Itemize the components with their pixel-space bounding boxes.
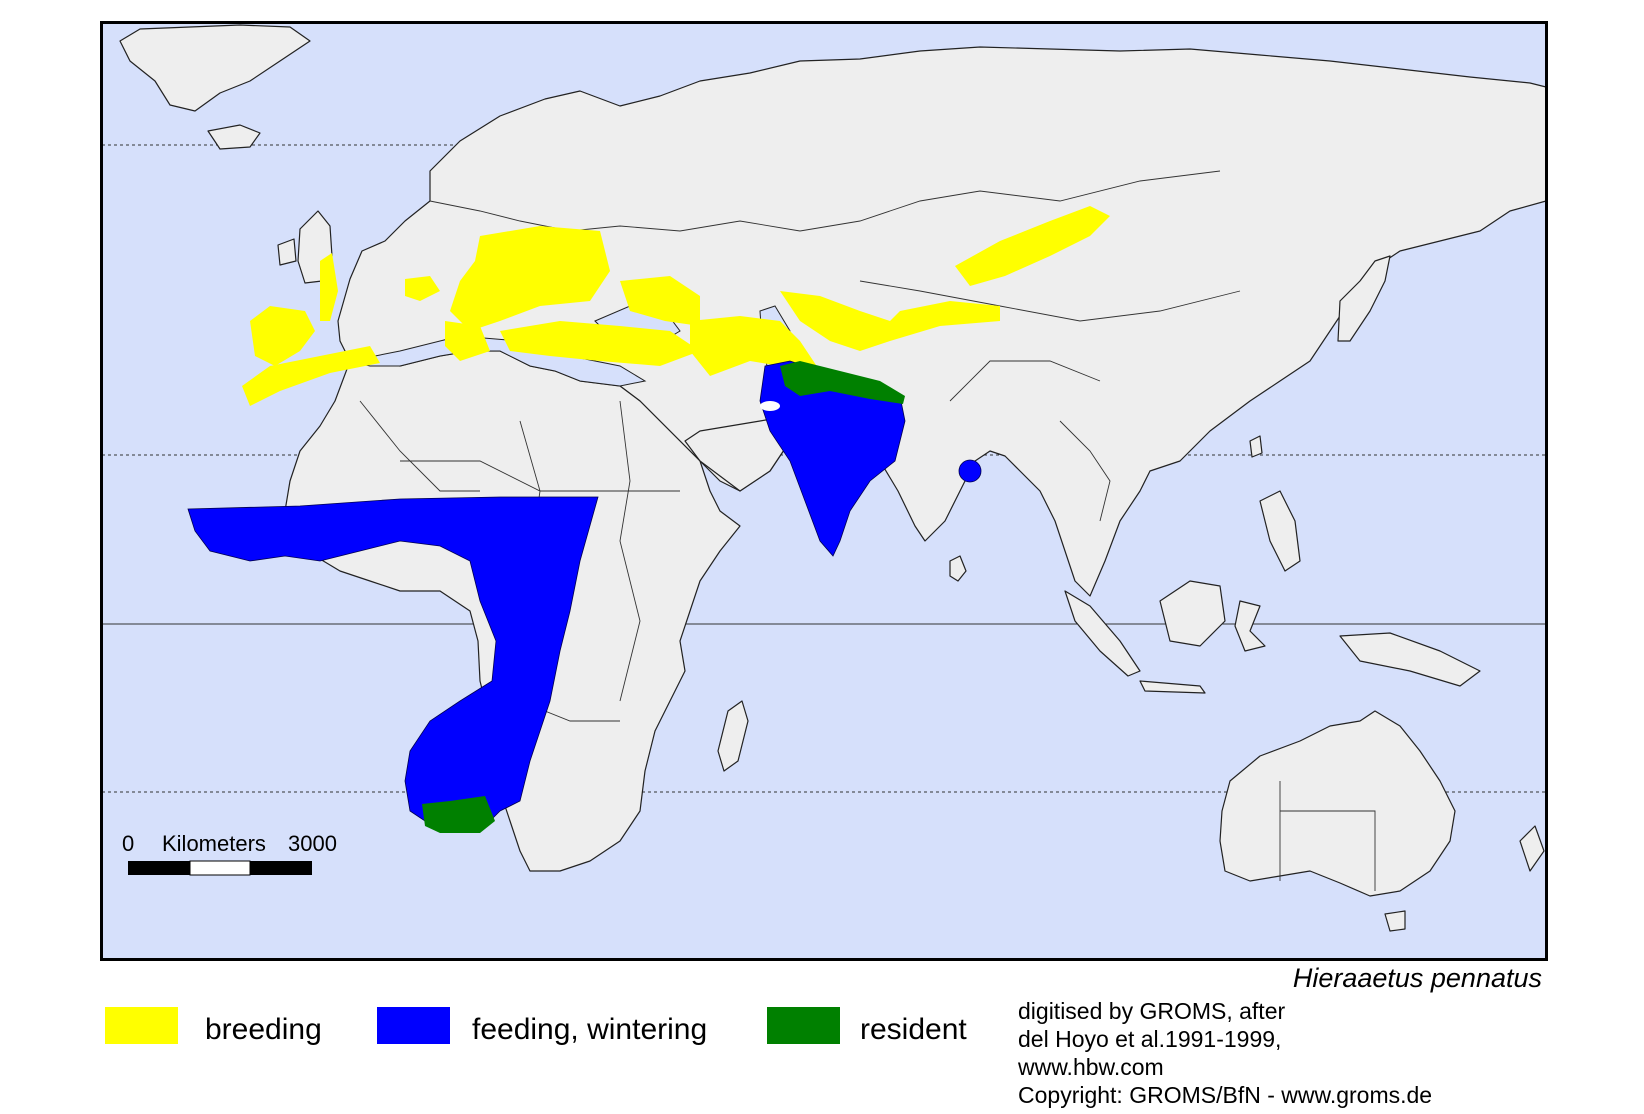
species-name: Hieraaetus pennatus	[1292, 963, 1542, 993]
scale-segment	[189, 860, 251, 876]
scale-end-label: 3000	[288, 831, 337, 856]
legend-label-breeding: breeding	[205, 1013, 322, 1046]
sri-lanka	[949, 555, 967, 582]
java	[1139, 680, 1206, 694]
border-line	[799, 170, 1221, 232]
himalaya-resident	[780, 361, 905, 404]
new-guinea	[1339, 632, 1481, 687]
eastern-europe-breeding	[450, 226, 610, 331]
wintering-range	[187, 360, 982, 832]
legend-swatch-breeding	[105, 1007, 178, 1044]
scale-start-label: 0	[122, 831, 134, 856]
myanmar-wintering	[958, 459, 982, 483]
mongolia-breeding	[955, 206, 1110, 286]
ireland	[277, 238, 297, 266]
borneo	[1159, 580, 1226, 647]
maghreb-breeding	[242, 346, 380, 406]
country-borders	[359, 170, 1376, 891]
alps-breeding	[405, 276, 440, 301]
mediterranean-sea	[349, 335, 647, 387]
border-line	[619, 400, 641, 702]
philippines	[1259, 490, 1301, 572]
france-breeding	[320, 253, 338, 321]
caucasus-breeding	[620, 276, 700, 326]
sulawesi	[1234, 600, 1266, 652]
rann-gap	[760, 401, 780, 411]
greece-breeding	[445, 321, 490, 361]
credit-line: digitised by GROMS, after	[1018, 998, 1286, 1024]
turkey-breeding	[500, 321, 700, 366]
taiwan	[1249, 435, 1263, 458]
breeding-range	[242, 206, 1110, 406]
credit-line: Copyright: GROMS/BfN - www.groms.de	[1018, 1082, 1433, 1108]
madagascar	[717, 700, 749, 772]
credit-line: www.hbw.com	[1018, 1054, 1164, 1080]
australia	[1219, 710, 1456, 897]
map-border	[100, 21, 1548, 961]
legend-swatch-wintering	[377, 1007, 450, 1044]
scale-unit-label: Kilometers	[162, 831, 266, 856]
legend-label-resident: resident	[860, 1013, 967, 1046]
japan	[1337, 255, 1391, 342]
scale-bar: 0 Kilometers 3000	[122, 831, 337, 876]
tasmania	[1384, 910, 1406, 932]
legend-swatch-resident	[767, 1007, 840, 1044]
border-line	[1059, 420, 1111, 522]
greenland	[119, 24, 311, 112]
map-canvas: 0 Kilometers 3000	[100, 21, 1548, 961]
scale-segment	[250, 861, 312, 875]
resident-range	[422, 361, 905, 833]
border-line	[1280, 810, 1376, 891]
scale-segment	[128, 861, 190, 875]
credits: digitised by GROMS, after del Hoyo et al…	[1018, 997, 1432, 1109]
credit-line: del Hoyo et al.1991-1999,	[1018, 1026, 1282, 1052]
border-line	[859, 280, 1241, 322]
central-asia-breeding	[780, 291, 1000, 351]
iberia-breeding	[250, 306, 315, 366]
border-line	[949, 360, 1101, 402]
border-line	[359, 400, 480, 492]
south-africa-resident	[422, 796, 495, 833]
range-map: 0 Kilometers 3000	[100, 21, 1548, 961]
legend-label-wintering: feeding, wintering	[472, 1013, 708, 1046]
africa-wintering	[187, 496, 599, 832]
iceland	[207, 124, 261, 150]
sumatra	[1064, 590, 1141, 677]
new-zealand	[1519, 825, 1545, 872]
border-line	[429, 200, 801, 232]
